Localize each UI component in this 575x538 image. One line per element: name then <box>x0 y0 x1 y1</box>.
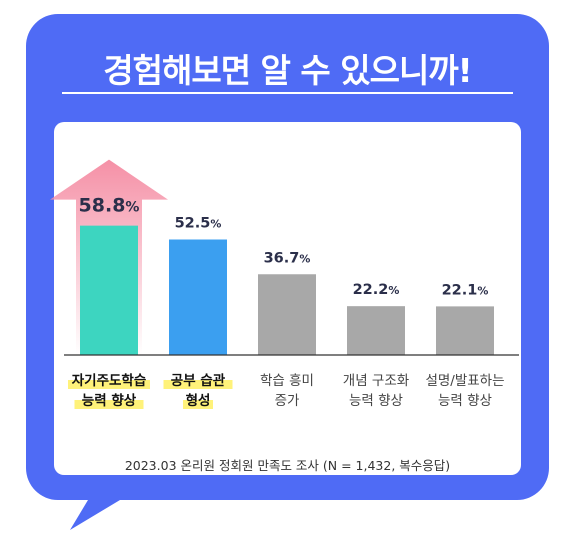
value-label-4: 22.1% <box>442 282 489 298</box>
category-label-4-0: 설명/발표하는 <box>425 373 504 389</box>
category-label-2-0: 학습 흥미 <box>260 373 314 389</box>
value-label-2: 36.7% <box>264 250 311 266</box>
category-label-3-0: 개념 구조화 <box>343 373 409 389</box>
bar-1 <box>169 239 227 355</box>
label-highlight-0-1 <box>74 400 144 409</box>
category-label-1-0: 공부 습관 <box>171 372 226 389</box>
bar-4 <box>436 306 494 355</box>
bar-3 <box>347 306 405 355</box>
category-label-1-1: 형성 <box>186 392 211 409</box>
category-label-4-1: 능력 향상 <box>438 393 492 409</box>
value-label-0: 58.8% <box>79 195 140 217</box>
label-highlight-1-0 <box>163 380 233 389</box>
bar-0 <box>80 225 138 355</box>
footnote: 2023.03 온리원 정회원 만족도 조사 (N = 1,432, 복수응답) <box>124 458 451 473</box>
category-label-0-0: 자기주도학습 <box>72 373 147 389</box>
label-highlight-1-1 <box>183 400 213 409</box>
bar-2 <box>258 274 316 355</box>
title-underline <box>62 92 513 94</box>
page-title: 경험해보면 알 수 있으니까! <box>103 51 472 90</box>
label-highlight-0-0 <box>68 380 150 389</box>
category-label-0-1: 능력 향상 <box>82 392 137 409</box>
category-label-2-1: 증가 <box>275 393 300 409</box>
category-label-3-1: 능력 향상 <box>349 393 403 409</box>
value-label-3: 22.2% <box>353 282 400 298</box>
value-label-1: 52.5% <box>175 216 222 232</box>
